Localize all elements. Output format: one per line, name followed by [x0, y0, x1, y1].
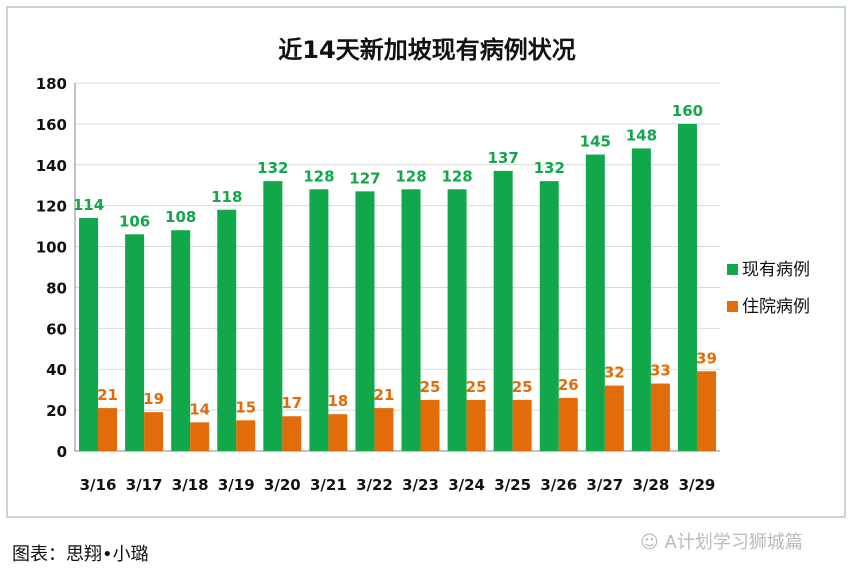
y-tick-label: 120: [36, 198, 67, 216]
data-label: 137: [488, 149, 519, 167]
data-label: 128: [441, 167, 472, 185]
bar-active: [585, 154, 605, 452]
bar-active: [677, 123, 697, 451]
x-tick-label: 3/26: [540, 476, 577, 494]
legend-label: 住院病例: [742, 297, 810, 317]
bar-active: [217, 209, 237, 451]
wechat-icon: ☺: [640, 532, 665, 553]
data-label: 19: [143, 390, 164, 408]
data-label: 25: [466, 378, 487, 396]
y-tick-label: 80: [46, 279, 67, 297]
data-label: 25: [420, 378, 441, 396]
data-label: 160: [672, 102, 703, 120]
data-label: 33: [650, 362, 671, 380]
x-tick-label: 3/24: [448, 476, 485, 494]
caption: 图表：思翔•小璐: [12, 544, 149, 565]
data-label: 21: [97, 386, 118, 404]
data-label: 15: [235, 398, 256, 416]
legend-swatch: [727, 264, 738, 275]
bar-hospitalized: [144, 412, 164, 451]
x-tick-label: 3/23: [402, 476, 439, 494]
y-tick-label: 40: [46, 361, 67, 379]
x-tick-label: 3/27: [586, 476, 623, 494]
data-label: 18: [327, 392, 348, 410]
y-tick-label: 160: [36, 116, 67, 134]
x-tick-label: 3/25: [494, 476, 531, 494]
bar-active: [125, 234, 145, 451]
x-tick-label: 3/28: [632, 476, 669, 494]
data-label: 32: [604, 364, 625, 382]
data-label: 108: [165, 208, 196, 226]
chart-title: 近14天新加坡现有病例状况: [278, 36, 575, 64]
bar-hospitalized: [604, 385, 624, 451]
x-tick-label: 3/21: [310, 476, 347, 494]
bar-hospitalized: [98, 408, 118, 451]
bar-hospitalized: [650, 383, 670, 451]
bar-hospitalized: [466, 399, 486, 451]
data-label: 17: [281, 394, 302, 412]
x-tick-label: 3/19: [218, 476, 255, 494]
bar-active: [493, 170, 513, 451]
bar-hospitalized: [236, 420, 256, 451]
watermark-text: A计划学习狮城篇: [664, 532, 803, 553]
y-tick-label: 0: [57, 443, 67, 461]
bar-active: [171, 230, 191, 451]
bar-hospitalized: [696, 371, 716, 451]
data-label: 39: [696, 349, 717, 367]
data-label: 128: [303, 167, 334, 185]
y-tick-label: 60: [46, 320, 67, 338]
data-label: 128: [395, 167, 426, 185]
y-tick-label: 140: [36, 157, 67, 175]
data-label: 118: [211, 188, 242, 206]
data-label: 145: [580, 133, 611, 151]
chart-frame: [6, 6, 846, 518]
bar-hospitalized: [190, 422, 210, 451]
data-label: 14: [189, 400, 210, 418]
data-label: 106: [119, 212, 150, 230]
data-label: 25: [512, 378, 533, 396]
data-label: 26: [558, 376, 579, 394]
x-tick-label: 3/20: [264, 476, 301, 494]
bar-active: [401, 189, 421, 452]
x-tick-label: 3/18: [172, 476, 209, 494]
data-label: 21: [374, 386, 395, 404]
bar-active: [631, 148, 651, 451]
data-label: 114: [73, 196, 104, 214]
x-tick-label: 3/29: [679, 476, 716, 494]
bar-active: [263, 181, 283, 451]
bar-active: [309, 189, 329, 452]
bar-hospitalized: [420, 399, 440, 451]
data-label: 132: [534, 159, 565, 177]
bar-active: [447, 189, 467, 452]
x-tick-label: 3/22: [356, 476, 393, 494]
data-label: 127: [349, 169, 380, 187]
data-label: 132: [257, 159, 288, 177]
legend-label: 现有病例: [742, 260, 810, 280]
bar-active: [355, 191, 375, 451]
bar-hospitalized: [558, 397, 578, 451]
y-tick-label: 100: [36, 239, 67, 257]
x-tick-label: 3/16: [80, 476, 117, 494]
bar-active: [539, 181, 559, 451]
data-label: 148: [626, 126, 657, 144]
watermark: ☺ A计划学习狮城篇: [640, 528, 803, 554]
bar-hospitalized: [512, 399, 532, 451]
bar-chart: 近14天新加坡现有病例状况 0 20 40 60 80 100 120 140 160 180 3/…: [36, 36, 810, 494]
bar-active: [79, 217, 99, 451]
y-tick-label: 20: [46, 402, 67, 420]
x-tick-label: 3/17: [126, 476, 163, 494]
bar-hospitalized: [282, 416, 302, 451]
bar-hospitalized: [374, 408, 394, 451]
bar-hospitalized: [328, 414, 348, 451]
legend-swatch: [727, 301, 738, 312]
y-tick-label: 180: [36, 75, 67, 93]
